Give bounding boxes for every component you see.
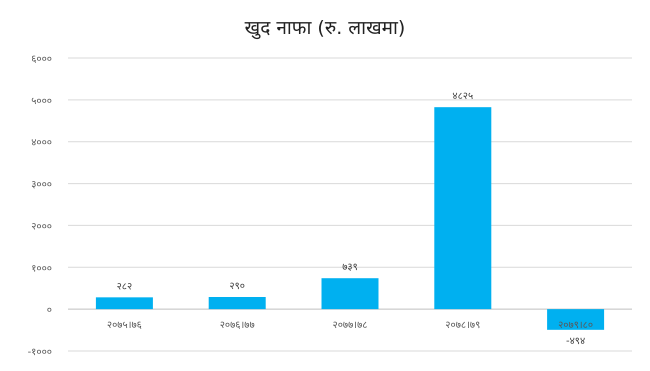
data-label: -४९४ — [566, 336, 585, 347]
bar — [208, 297, 266, 310]
y-tick-label: ० — [47, 305, 52, 316]
y-tick-label: १००० — [31, 263, 52, 274]
bar — [434, 107, 492, 310]
x-tick-label: २०७५।७६ — [107, 320, 142, 331]
data-label: ७३९ — [342, 262, 358, 273]
bar — [547, 309, 605, 330]
bar — [95, 297, 153, 310]
x-tick-label: २०७८।७९ — [445, 320, 480, 331]
chart-title: खुद नाफा (रु. लाखमा) — [244, 17, 406, 39]
x-tick-label: २०७९।८० — [558, 320, 593, 331]
y-tick-label: ३००० — [31, 180, 52, 191]
bar — [321, 278, 379, 310]
x-tick-label: २०७७।७८ — [333, 320, 368, 331]
data-label: २८२ — [117, 281, 133, 292]
y-tick-label: ५००० — [31, 96, 52, 107]
x-tick-label: २०७६।७७ — [220, 320, 255, 331]
y-tick-label: -१००० — [28, 347, 52, 358]
y-tick-label: ४००० — [31, 138, 52, 149]
y-tick-label: ६००० — [31, 54, 52, 65]
data-label: ४८२५ — [452, 91, 473, 102]
data-label: २९० — [229, 281, 245, 292]
y-tick-label: २००० — [31, 221, 52, 232]
